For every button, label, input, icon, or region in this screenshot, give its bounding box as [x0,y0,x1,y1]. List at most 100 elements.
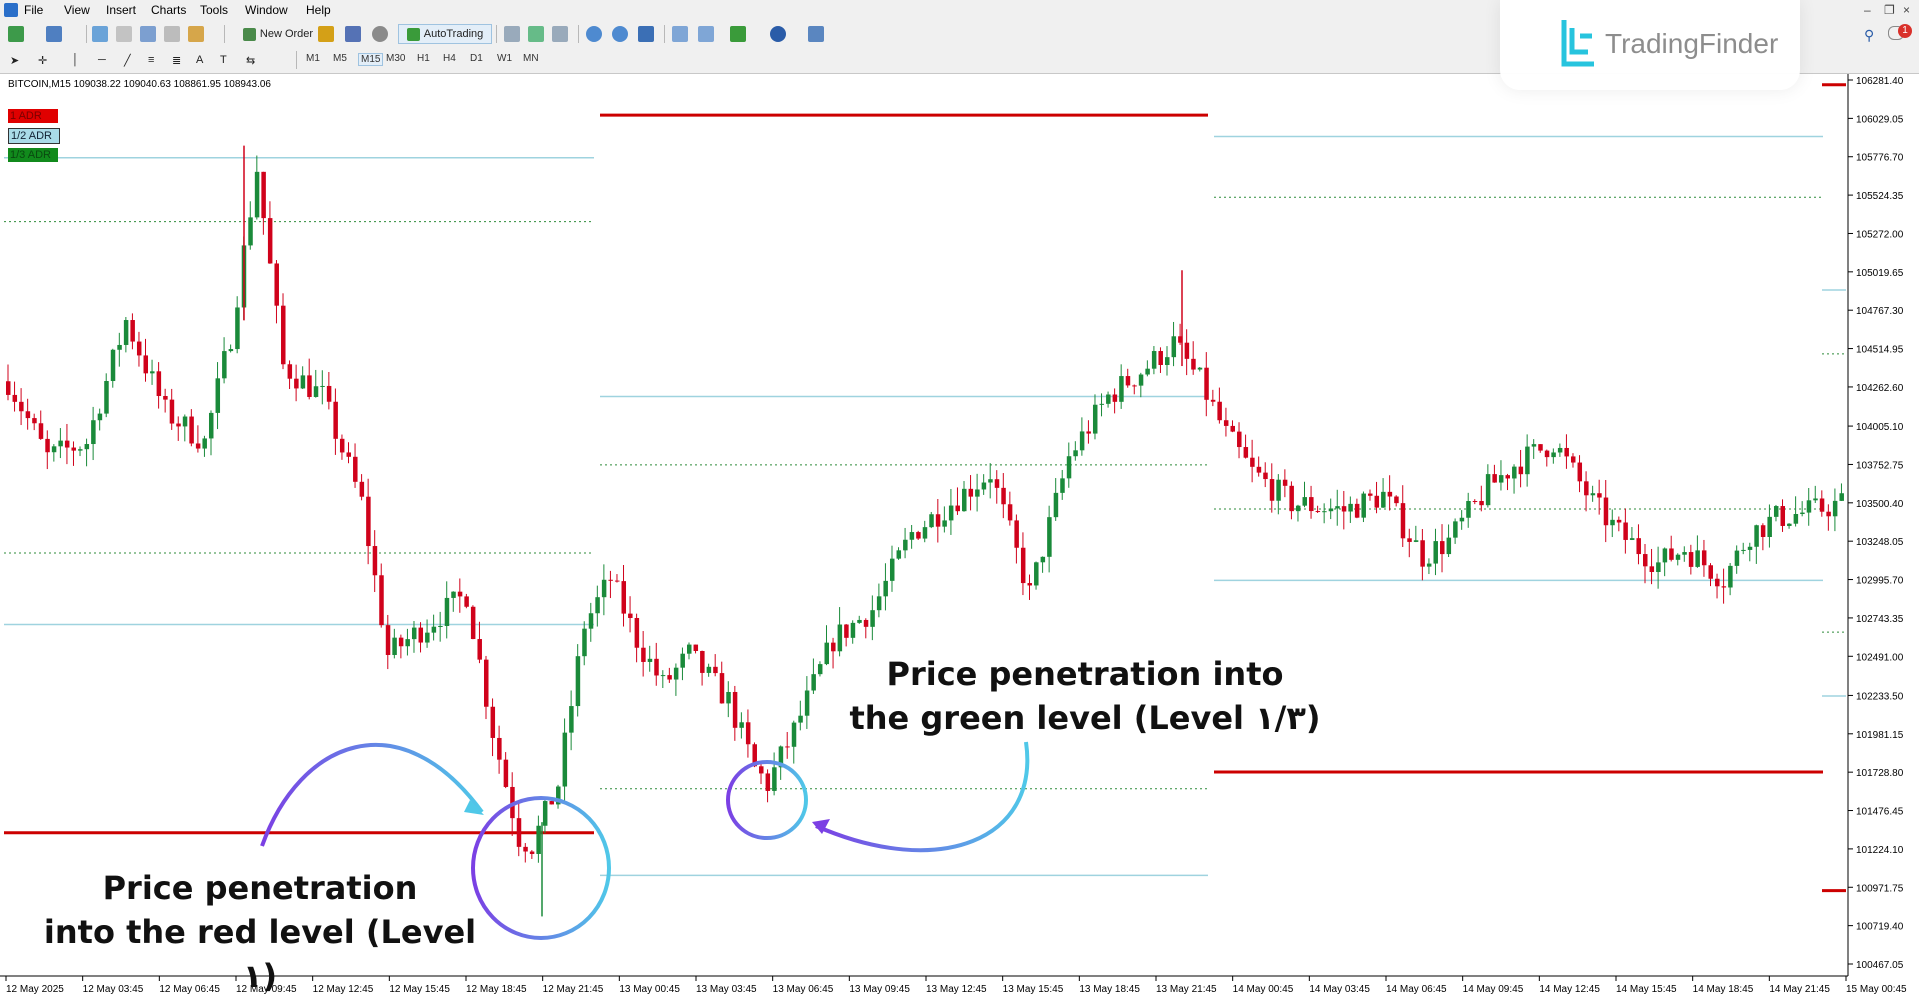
time-tick-label: 14 May 12:45 [1539,984,1600,995]
close-icon[interactable]: × [1903,3,1911,17]
new-order-button[interactable]: New Order [232,25,324,43]
text-icon[interactable]: A [196,54,204,66]
candle-body [759,766,764,774]
candle-body [1099,403,1105,405]
candle-body [202,438,207,449]
candle-body [778,746,784,768]
timeframe-mn[interactable]: MN [523,53,539,64]
candle-body [1354,503,1360,518]
data-window-icon[interactable] [116,25,132,43]
candle-body [1361,493,1366,518]
candle-body [1217,401,1222,421]
candle-body [1551,452,1556,458]
tile-windows-icon[interactable] [638,25,654,43]
timeframe-m1[interactable]: M1 [306,53,320,64]
candle-body [772,767,777,791]
minimize-icon[interactable]: – [1864,3,1871,17]
red-level-circle [471,796,611,940]
terminal-icon[interactable] [164,25,180,43]
time-tick-label: 14 May 00:45 [1233,984,1294,995]
timeframe-m15[interactable]: M15 [358,53,384,66]
candle-body [1256,466,1262,473]
candle-body [863,619,869,627]
candle-body [143,355,149,374]
autotrading-button[interactable]: AutoTrading [398,24,492,44]
candle-body [451,591,456,598]
candle-body [673,667,679,680]
auto-scroll-icon[interactable] [672,25,688,43]
candle-body [942,520,947,527]
trendline-icon[interactable]: ╱ [124,54,131,67]
crosshair-icon[interactable]: ✛ [38,54,48,67]
periods-icon[interactable] [770,25,786,43]
menu-insert[interactable]: Insert [106,3,137,17]
zoom-in-icon[interactable] [586,25,602,43]
candle-body [281,305,286,365]
menu-window[interactable]: Window [245,3,288,17]
indicators-icon[interactable] [730,25,746,43]
time-tick-label: 12 May 03:45 [83,984,144,995]
timeframe-d1[interactable]: D1 [470,53,483,64]
candle-body [824,642,830,665]
signals-icon[interactable] [372,25,388,43]
price-tick-label: 101224.10 [1856,845,1904,856]
timeframe-h4[interactable]: H4 [443,53,456,64]
notification-badge[interactable]: 1 [1898,24,1912,38]
menu-file[interactable]: File [24,3,44,17]
menu-view[interactable]: View [64,3,90,17]
time-tick-label: 14 May 06:45 [1386,984,1447,995]
fibonacci-icon[interactable]: ≣ [172,54,182,67]
candle-body [962,488,967,512]
menu-charts[interactable]: Charts [151,3,187,17]
zoom-out-icon[interactable] [612,25,628,43]
channel-icon[interactable]: ≡ [148,54,155,66]
cursor-icon[interactable]: ➤ [10,54,20,67]
chart-shift-icon[interactable] [698,25,714,43]
candle-body [1328,508,1334,512]
market-watch-icon[interactable] [92,25,108,43]
timeframe-m5[interactable]: M5 [333,53,347,64]
restore-icon[interactable]: ❐ [1884,3,1895,17]
annotation-green-line1: Price penetration into [886,655,1284,693]
time-tick-label: 12 May 2025 [6,984,64,995]
menu-tools[interactable]: Tools [200,3,229,17]
separator [224,25,225,43]
search-icon[interactable]: ⚲ [1864,27,1875,43]
candle-body [660,675,666,677]
time-tick-label: 13 May 21:45 [1156,984,1217,995]
menu-help[interactable]: Help [306,3,331,17]
candle-body [215,378,221,413]
candle-body [850,622,856,638]
candle-body [346,452,351,457]
timeframe-m30[interactable]: M30 [386,53,406,64]
price-tick-label: 105524.35 [1856,191,1904,202]
candle-body [130,320,135,342]
candle-body [438,625,443,627]
text-label-icon[interactable]: T [220,54,227,66]
line-chart-icon[interactable] [552,25,568,43]
strategy-tester-icon[interactable] [188,25,204,43]
horizontal-line-icon[interactable]: ─ [98,54,106,66]
arrows-icon[interactable]: ⇆ [246,54,256,67]
vertical-line-icon[interactable]: │ [72,54,79,66]
candle-body [988,479,993,483]
candle-body [719,673,725,704]
profiles-icon[interactable] [46,25,62,43]
new-chart-icon[interactable] [8,25,24,43]
navigator-icon[interactable] [140,25,156,43]
price-chart[interactable]: 106281.40 106029.05 105776.70 105524.35 1052… [0,74,1919,996]
candle-body [968,488,974,497]
metaeditor-icon[interactable] [345,25,361,43]
timeframe-h1[interactable]: H1 [417,53,430,64]
bar-chart-icon[interactable] [504,25,520,43]
annotation-red-text: Price penetration into the red level (Le… [40,866,480,998]
candlestick-icon[interactable] [528,25,544,43]
templates-icon[interactable] [808,25,824,43]
candle-body [680,653,685,668]
candle-body [78,449,83,451]
candle-body [1125,376,1131,386]
timeframe-w1[interactable]: W1 [497,53,512,64]
gold-icon[interactable] [318,25,334,43]
price-tick-label: 102233.50 [1856,691,1904,702]
separator [578,25,579,43]
